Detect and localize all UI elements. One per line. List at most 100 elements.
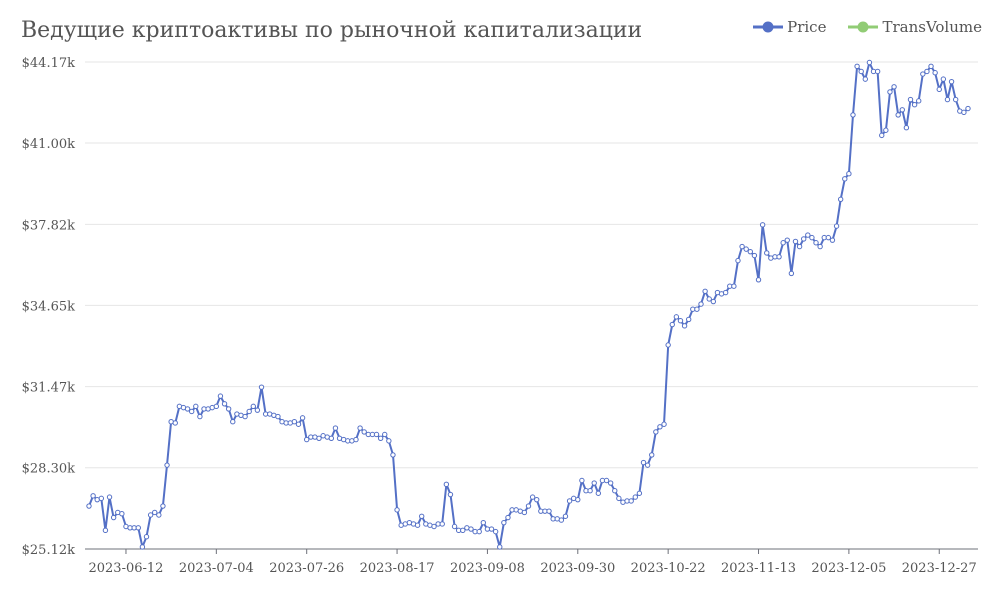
y-tick-label: $41.00k [22, 137, 75, 152]
price-data-point [825, 234, 832, 241]
x-tick-label: 2023-08-17 [360, 561, 435, 576]
y-tick-label: $44.17k [22, 56, 75, 71]
price-data-point [492, 528, 499, 535]
price-data-point [780, 240, 786, 246]
price-data-point [595, 490, 602, 496]
price-data-point [468, 526, 474, 532]
price-data-point [152, 509, 158, 516]
legend-price-marker [753, 21, 784, 33]
price-data-point [632, 494, 638, 500]
price-data-point [332, 425, 339, 431]
price-data-point [460, 527, 466, 534]
price-data-point [217, 393, 224, 399]
price-data-point [796, 243, 803, 250]
price-data-point [328, 435, 335, 442]
price-data-point [110, 514, 117, 521]
price-data-point [558, 517, 565, 523]
price-data-point [188, 408, 195, 415]
price-data-point [924, 68, 930, 75]
price-data-point [710, 298, 717, 305]
price-data-point [936, 86, 942, 93]
price-data-point [303, 436, 310, 443]
price-data-point [649, 452, 655, 458]
price-data-point [644, 462, 651, 468]
price-data-point [213, 403, 220, 410]
price-data-point [653, 429, 659, 435]
price-data-point [275, 413, 281, 420]
price-data-point [546, 508, 552, 514]
price-data-point [813, 240, 819, 246]
price-data-point [698, 301, 704, 307]
price-data-point [184, 406, 191, 412]
price-data-point [694, 306, 700, 312]
price-data-point [566, 498, 573, 504]
price-data-point [706, 296, 712, 302]
price-data-point [846, 171, 852, 177]
price-data-point [948, 78, 955, 85]
price-data-point [221, 401, 228, 407]
price-data-point [394, 507, 400, 513]
price-data-point [246, 408, 252, 415]
price-data-point [883, 127, 889, 133]
price-data-point [801, 236, 807, 242]
price-data-point [603, 477, 610, 484]
price-data-point [669, 321, 675, 328]
price-data-point [764, 250, 770, 256]
price-data-point [702, 288, 708, 295]
price-data-point [784, 237, 790, 243]
price-data-point [739, 243, 745, 250]
price-data-point [299, 415, 306, 421]
legend-item-price[interactable]: Price [753, 18, 826, 36]
y-tick-label: $31.47k [22, 381, 75, 396]
price-data-point [616, 495, 622, 502]
price-data-point [735, 257, 741, 264]
legend: Price TransVolume [753, 18, 982, 36]
x-tick-label: 2023-09-08 [450, 561, 525, 576]
price-data-point [940, 76, 947, 82]
price-data-point [788, 270, 795, 277]
price-data-point [722, 289, 729, 296]
price-data-point [776, 254, 782, 260]
price-data-point [529, 494, 536, 500]
price-data-point [759, 222, 766, 228]
price-data-point [501, 519, 507, 526]
price-data-point [254, 407, 261, 413]
price-data-point [119, 511, 125, 517]
price-data-point [357, 425, 363, 431]
price-data-point [842, 176, 848, 182]
price-data-point [681, 323, 688, 329]
price-data-point [382, 431, 388, 438]
price-data-point [193, 403, 199, 410]
price-data-point [139, 544, 146, 550]
price-data-point [944, 96, 951, 103]
price-data-point [903, 125, 910, 131]
price-data-point [665, 342, 671, 348]
price-data-point [731, 283, 737, 289]
price-data-point [164, 462, 170, 468]
x-tick-label: 2023-12-27 [902, 561, 977, 576]
price-data-point [920, 71, 926, 77]
price-data-point [907, 96, 914, 103]
x-tick-label: 2023-07-04 [179, 561, 254, 576]
price-data-point [755, 277, 762, 283]
legend-item-transvolume[interactable]: TransVolume [848, 18, 982, 36]
y-tick-label: $28.30k [22, 462, 75, 477]
price-data-point [242, 413, 248, 420]
price-data-point [386, 438, 392, 444]
price-data-point [858, 68, 864, 75]
price-data-point [316, 435, 322, 442]
y-tick-label: $37.82k [22, 218, 75, 233]
price-data-point [850, 112, 856, 118]
price-data-point [743, 246, 749, 252]
price-data-point [895, 112, 901, 118]
price-data-point [521, 509, 528, 516]
price-data-point [250, 403, 256, 410]
price-data-point [916, 98, 922, 104]
price-data-point [579, 477, 585, 484]
price-data-point [928, 63, 934, 70]
price-data-point [866, 59, 873, 66]
price-data-point [854, 63, 860, 70]
price-data-point [488, 526, 495, 532]
price-data-point [476, 528, 482, 535]
price-data-point [833, 223, 840, 229]
